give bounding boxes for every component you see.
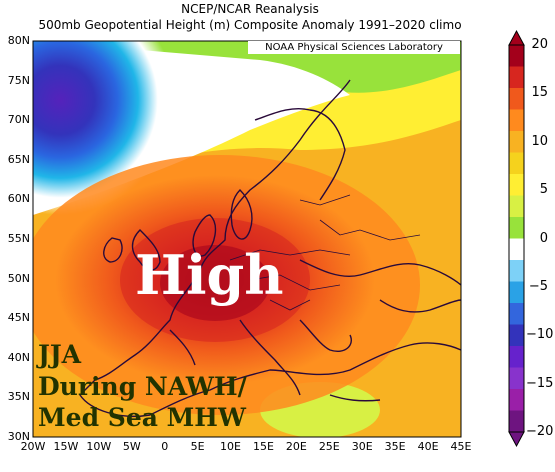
lon-label: 10E bbox=[220, 440, 241, 453]
colorbar-label: 5 bbox=[539, 182, 548, 198]
lat-label: 30N bbox=[7, 430, 30, 443]
colorbar-segment bbox=[509, 389, 524, 411]
colorbar-segment bbox=[509, 238, 524, 261]
colorbar-label: 15 bbox=[531, 85, 548, 101]
colorbar-segment bbox=[509, 281, 524, 304]
colorbar-segment bbox=[509, 109, 524, 132]
colorbar-label: −15 bbox=[526, 375, 554, 391]
coastlines bbox=[79, 79, 461, 417]
colorbar-label: 10 bbox=[531, 133, 548, 149]
chart-subtitle: 500mb Geopotential Height (m) Composite … bbox=[38, 18, 462, 32]
high-center bbox=[160, 245, 270, 321]
lat-label: 40N bbox=[7, 350, 30, 364]
lat-label: 45N bbox=[7, 311, 30, 325]
lat-label: 60N bbox=[7, 192, 30, 206]
colorbar-min-arrow bbox=[508, 431, 525, 448]
colorbar-frame bbox=[508, 44, 525, 433]
colorbar-segment bbox=[509, 174, 524, 196]
lat-label: 65N bbox=[7, 152, 30, 166]
colorbar-label: −20 bbox=[526, 424, 554, 439]
lon-label: 20E bbox=[285, 440, 307, 453]
lon-label: 30E bbox=[351, 440, 373, 453]
lat-label: 80N bbox=[7, 34, 30, 47]
lon-label: 5W bbox=[122, 440, 141, 453]
borders bbox=[229, 194, 421, 311]
colorbar-max-arrow bbox=[508, 29, 525, 46]
colorbar-segment bbox=[509, 260, 524, 282]
lon-label: 15E bbox=[252, 440, 274, 453]
colorbar-label: −10 bbox=[526, 327, 554, 343]
high-label: High bbox=[135, 243, 284, 307]
colorbar-segment bbox=[509, 324, 524, 347]
colorbar-label: 20 bbox=[531, 37, 548, 52]
lon-label: 25E bbox=[318, 440, 340, 453]
colorbar-segment bbox=[509, 367, 524, 390]
colorbar-segment bbox=[509, 410, 524, 433]
colorbar bbox=[508, 29, 525, 448]
colorbar-segment bbox=[509, 88, 524, 110]
lon-label: 15W bbox=[53, 440, 79, 453]
colorbar-segment bbox=[509, 66, 524, 89]
lon-label: 5E bbox=[190, 440, 205, 453]
colorbar-segment bbox=[509, 195, 524, 218]
lon-label: 45E bbox=[450, 440, 472, 453]
lon-label: 35E bbox=[384, 440, 406, 453]
colorbar-label: −5 bbox=[528, 278, 548, 294]
credit-label: NOAA Physical Sciences Laboratory bbox=[248, 41, 460, 54]
colorbar-segment bbox=[509, 303, 524, 325]
colorbar-segment bbox=[509, 131, 524, 153]
lat-label: 70N bbox=[7, 113, 30, 127]
colorbar-label: 0 bbox=[539, 230, 548, 246]
lat-label: 55N bbox=[7, 232, 30, 245]
colorbar-segment bbox=[509, 152, 524, 175]
lat-label: 50N bbox=[7, 271, 30, 285]
lon-label: 40E bbox=[417, 440, 439, 453]
event-label-line2: Med Sea MHW bbox=[38, 403, 246, 432]
lon-label: 0 bbox=[161, 440, 169, 453]
lat-label: 35N bbox=[7, 390, 30, 404]
season-label: JJA bbox=[38, 340, 82, 369]
map-frame bbox=[32, 40, 462, 438]
lon-label: 20W bbox=[20, 440, 46, 453]
colorbar-segment bbox=[509, 45, 524, 67]
lon-label: 10W bbox=[86, 440, 112, 453]
colorbar-segment bbox=[509, 217, 524, 239]
colorbar-segment bbox=[509, 346, 524, 368]
chart-title: NCEP/NCAR Reanalysis bbox=[181, 2, 319, 16]
lat-label: 75N bbox=[7, 73, 30, 87]
event-label-line1: During NAWH/ bbox=[38, 372, 247, 401]
